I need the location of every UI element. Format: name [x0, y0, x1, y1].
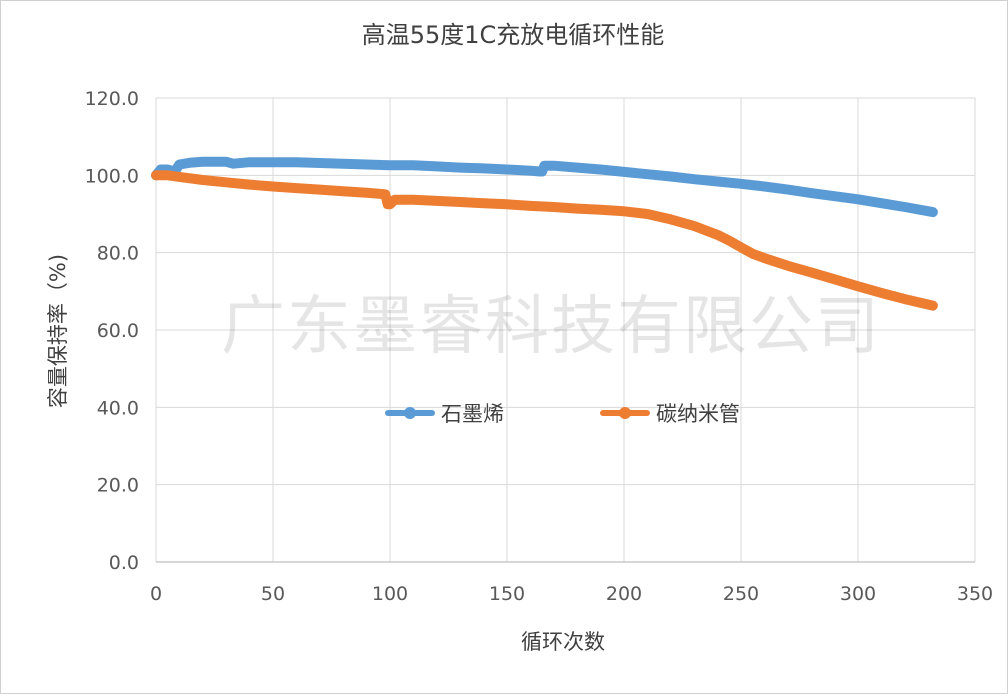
- legend-label-2: 碳纳米管: [656, 402, 740, 426]
- y-tick-label: 80.0: [97, 243, 139, 265]
- y-tick-label: 40.0: [97, 397, 139, 419]
- x-tick-label: 150: [489, 583, 525, 605]
- series-line-2: [151, 170, 938, 311]
- legend-label-1: 石墨烯: [441, 402, 504, 426]
- watermark: 广东墨睿科技有限公司: [221, 290, 881, 364]
- chart-title: 高温55度1C充放电循环性能: [362, 21, 665, 49]
- y-tick-label: 120.0: [85, 88, 139, 110]
- y-tick-label: 60.0: [97, 320, 139, 342]
- x-tick-label: 300: [840, 583, 876, 605]
- y-axis-title: 容量保持率（%): [46, 254, 70, 408]
- x-tick-label: 250: [723, 583, 759, 605]
- legend-marker-2: [619, 407, 631, 419]
- legend-marker-1: [404, 407, 416, 419]
- y-axis-ticks: 0.0 20.0 40.0 60.0 80.0 100.0 120.0: [85, 88, 139, 574]
- x-tick-label: 0: [150, 583, 162, 605]
- y-tick-label: 100.0: [85, 165, 139, 187]
- x-axis-title: 循环次数: [521, 630, 605, 654]
- series-lines: [151, 156, 938, 311]
- y-tick-label: 20.0: [97, 475, 139, 497]
- x-axis-ticks: 0 50 100 150 200 250 300 350: [150, 583, 993, 605]
- series-line-1: [151, 156, 938, 218]
- x-tick-label: 100: [372, 583, 408, 605]
- x-tick-label: 200: [606, 583, 642, 605]
- y-tick-label: 0.0: [109, 552, 139, 574]
- x-tick-label: 350: [957, 583, 993, 605]
- legend: 石墨烯 碳纳米管: [385, 402, 740, 426]
- x-tick-label: 50: [261, 583, 285, 605]
